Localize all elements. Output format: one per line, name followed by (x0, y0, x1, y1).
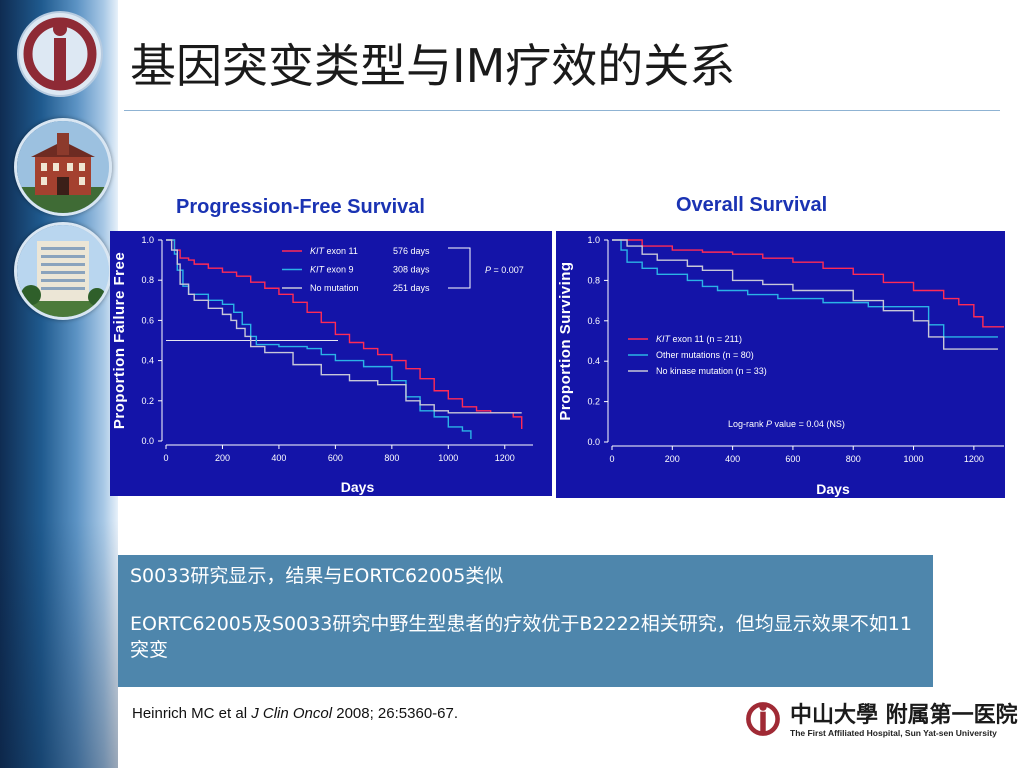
hospital-name-cn: 中山大學 附属第一医院 (790, 702, 1018, 728)
hospital-building-photo (14, 118, 112, 216)
os-x-tick-label: 0 (609, 454, 614, 464)
os-series-2-curve (612, 239, 998, 338)
os-y-tick-label: 0.2 (587, 397, 600, 407)
pfs-p-value-bracket (448, 247, 471, 289)
pfs-y-tick-label: 1.0 (141, 235, 154, 245)
pfs-series-1-curve (166, 239, 523, 429)
os-x-tick-label: 200 (665, 454, 680, 464)
pfs-y-tick-label: 0.8 (141, 275, 154, 285)
os-legend-label-3: No kinase mutation (n = 33) (656, 366, 767, 376)
pfs-y-tick-label: 0.6 (141, 315, 154, 325)
pfs-y-tick-label: 0.0 (141, 436, 154, 446)
hospital-footer-logo: 中山大學 附属第一医院 The First Affiliated Hospita… (742, 695, 1018, 743)
os-series-3-curve (612, 239, 998, 350)
citation-details: 2008; 26:5360-67. (332, 705, 459, 722)
hospital-tower-photo (14, 222, 112, 320)
pfs-x-tick-label: 0 (163, 453, 168, 463)
os-chart-title: Overall Survival (676, 194, 828, 216)
pfs-y-tick-label: 0.4 (141, 356, 154, 366)
os-annotation: Log-rank P value = 0.04 (NS) (728, 419, 845, 429)
os-x-tick-label: 1200 (964, 454, 984, 464)
pfs-y-axis-label: Proportion Failure Free (111, 252, 128, 429)
pfs-x-tick-label: 600 (328, 453, 343, 463)
os-x-tick-label: 400 (725, 454, 740, 464)
note-line-2: EORTC62005及S0033研究中野生型患者的疗效优于B2222相关研究，但… (130, 613, 912, 661)
hospital-name-en: The First Affiliated Hospital, Sun Yat-s… (790, 728, 997, 738)
os-legend-label-2: Other mutations (n = 80) (656, 350, 754, 360)
note-line-1: S0033研究显示，结果与EORTC62005类似 (130, 565, 504, 587)
os-y-tick-label: 0.4 (587, 356, 600, 366)
citation: Heinrich MC et al J Clin Oncol 2008; 26:… (132, 705, 458, 722)
pfs-annotation: P = 0.007 (485, 265, 524, 275)
pfs-legend-median-2: 308 days (393, 265, 430, 275)
pfs-x-tick-label: 800 (384, 453, 399, 463)
pfs-legend-label-3: No mutation (310, 283, 359, 293)
pfs-x-tick-label: 400 (271, 453, 286, 463)
pfs-x-tick-label: 1200 (495, 453, 515, 463)
os-x-tick-label: 600 (785, 454, 800, 464)
citation-authors: Heinrich MC et al (132, 705, 252, 722)
os-y-tick-label: 0.8 (587, 275, 600, 285)
pfs-x-tick-label: 200 (215, 453, 230, 463)
pfs-legend-median-1: 576 days (393, 246, 430, 256)
os-legend-label-1: KIT exon 11 (n = 211) (656, 334, 742, 344)
os-x-tick-label: 800 (846, 454, 861, 464)
sidebar-shadow (0, 520, 118, 768)
pfs-legend-label-1: KIT exon 11 (310, 246, 358, 256)
pfs-y-tick-label: 0.2 (141, 396, 154, 406)
os-x-tick-label: 1000 (904, 454, 924, 464)
os-x-axis-label: Days (816, 481, 850, 497)
pfs-chart-title: Progression-Free Survival (176, 196, 425, 218)
pfs-x-tick-label: 1000 (438, 453, 458, 463)
pfs-x-axis-label: Days (341, 479, 375, 495)
pfs-background (110, 231, 552, 496)
os-background (556, 231, 1005, 498)
os-y-axis-label: Proportion Surviving (557, 261, 574, 420)
pfs-legend-label-2: KIT exon 9 (310, 265, 354, 275)
os-chart: 0 200 400 600 800 1000 1200 0.0 0.2 0.4 0.6 0.8 1.0 D… (556, 231, 1005, 498)
hospital-logo-icon (17, 11, 103, 97)
pfs-chart: 0 200 400 600 800 1000 1200 0.0 0.2 0.4 0.6 0.8 1.0 D… (110, 231, 552, 496)
os-y-tick-label: 0.0 (587, 437, 600, 447)
page-title: 基因突变类型与IM疗效的关系 (130, 39, 736, 93)
citation-journal: J Clin Oncol (251, 705, 333, 722)
hospital-emblem-icon (746, 702, 780, 736)
summary-note: S0033研究显示，结果与EORTC62005类似 EORTC62005及S00… (118, 555, 933, 687)
os-series-1-curve (612, 239, 1004, 328)
pfs-series-3-curve (166, 239, 522, 414)
os-y-tick-label: 1.0 (587, 235, 600, 245)
title-divider (124, 110, 1000, 111)
os-y-tick-label: 0.6 (587, 316, 600, 326)
pfs-legend-median-3: 251 days (393, 283, 430, 293)
